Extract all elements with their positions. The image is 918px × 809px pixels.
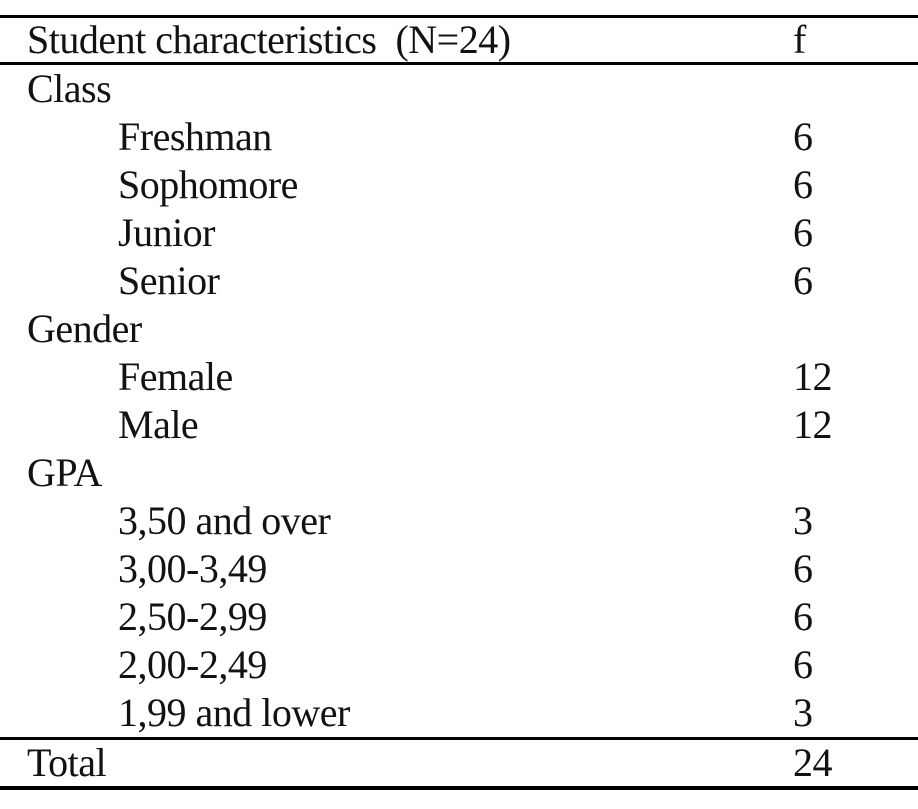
table-row: 1,99 and lower 3: [0, 689, 918, 737]
row-label: 2,50-2,99: [118, 594, 267, 639]
row-value: 12: [793, 354, 833, 399]
row-value: 6: [793, 114, 813, 159]
table-row-group-class: Class: [0, 65, 918, 113]
table-row: Sophomore 6: [0, 161, 918, 209]
rule-top: [0, 15, 918, 18]
row-label: Female: [118, 354, 233, 399]
frequency-column-header: f: [793, 17, 806, 62]
row-label: 3,00-3,49: [118, 546, 267, 591]
row-value: 6: [793, 210, 813, 255]
row-label: 1,99 and lower: [118, 690, 350, 735]
total-value: 24: [793, 740, 833, 785]
row-value: 6: [793, 594, 813, 639]
row-label: Freshman: [118, 114, 272, 159]
table-row: Freshman 6: [0, 113, 918, 161]
row-label: Junior: [118, 210, 216, 255]
row-label: Class: [27, 66, 112, 111]
rule-below-header: [0, 62, 918, 65]
table-row: 2,50-2,99 6: [0, 593, 918, 641]
row-label: 3,50 and over: [118, 498, 331, 543]
table-title: Student characteristics (N=24): [27, 18, 511, 62]
rule-above-total: [0, 737, 918, 740]
total-label: Total: [27, 740, 107, 785]
table-row: Senior 6: [0, 257, 918, 305]
table-row-group-gender: Gender: [0, 305, 918, 353]
row-label: 2,00-2,49: [118, 642, 267, 687]
table-row-group-gpa: GPA: [0, 449, 918, 497]
row-value: 6: [793, 258, 813, 303]
table-row: Junior 6: [0, 209, 918, 257]
row-label: Sophomore: [118, 162, 298, 207]
row-value: 6: [793, 162, 813, 207]
table-row: Male 12: [0, 401, 918, 449]
rule-bottom: [0, 786, 918, 790]
row-label: Gender: [27, 306, 142, 351]
table-row-total: Total 24: [0, 740, 918, 786]
row-value: 6: [793, 546, 813, 591]
row-label: Senior: [118, 258, 220, 303]
table-row: 3,50 and over 3: [0, 497, 918, 545]
table-row: 2,00-2,49 6: [0, 641, 918, 689]
table-row: Female 12: [0, 353, 918, 401]
row-value: 12: [793, 402, 833, 447]
table-row: 3,00-3,49 6: [0, 545, 918, 593]
row-label: Male: [118, 402, 199, 447]
table-header-row: Student characteristics (N=24) f: [0, 18, 918, 62]
row-value: 3: [793, 690, 813, 735]
row-label: GPA: [27, 450, 102, 495]
row-value: 6: [793, 642, 813, 687]
row-value: 3: [793, 498, 813, 543]
